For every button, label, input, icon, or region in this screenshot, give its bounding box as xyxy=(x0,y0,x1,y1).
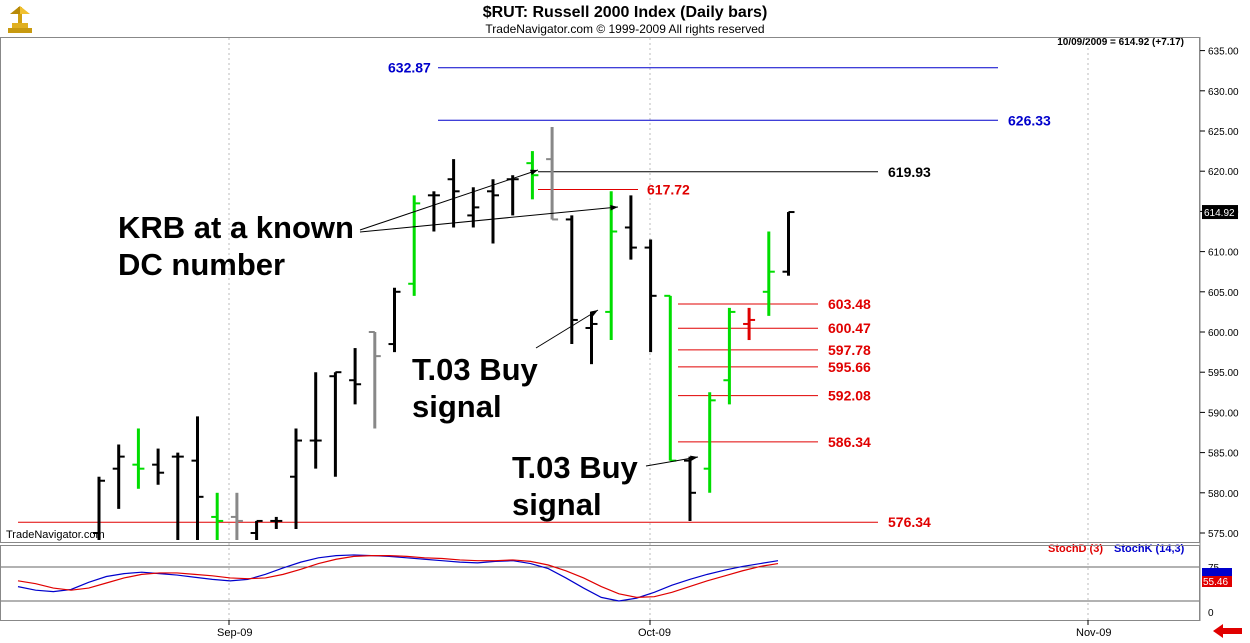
stochd-value-tag xyxy=(1202,576,1232,587)
y-tick-label: 590.00 xyxy=(1208,408,1239,419)
scroll-left-arrow-icon[interactable] xyxy=(1213,624,1243,643)
ohlc-bar xyxy=(329,371,342,477)
ohlc-bar xyxy=(93,476,105,540)
osc-tick-label: 0 xyxy=(1208,608,1214,619)
annotation-arrow xyxy=(535,309,599,349)
ohlc-bar xyxy=(132,428,145,489)
annotation-text: signal xyxy=(412,389,502,424)
ohlc-bar xyxy=(526,151,539,200)
ohlc-bar xyxy=(270,516,283,529)
level-label: 617.72 xyxy=(647,182,690,198)
last-quote: 10/09/2009 = 614.92 (+7.17) xyxy=(1057,37,1184,48)
ohlc-bar xyxy=(585,311,598,365)
trade-navigator-logo xyxy=(4,4,36,34)
ohlc-bar xyxy=(152,448,165,485)
ohlc-bar xyxy=(605,191,618,341)
ohlc-bar xyxy=(349,348,362,405)
ohlc-bar xyxy=(388,287,401,353)
y-tick-label: 600.00 xyxy=(1208,328,1239,339)
y-tick-label: 575.00 xyxy=(1208,529,1239,540)
stochk-line xyxy=(17,554,779,602)
ohlc-bar xyxy=(447,159,460,228)
level-label: 600.47 xyxy=(828,320,871,336)
level-label: 619.93 xyxy=(888,164,931,180)
ohlc-bar xyxy=(112,444,125,509)
level-label: 586.34 xyxy=(828,434,871,450)
level-label: 592.08 xyxy=(828,388,871,404)
annotation-arrow xyxy=(359,169,539,231)
level-label: 603.48 xyxy=(828,296,871,312)
x-tick-label: Nov-09 xyxy=(1076,627,1111,639)
oscillator-pane xyxy=(0,545,1200,621)
ohlc-bar xyxy=(171,452,184,540)
ohlc-bar xyxy=(250,519,263,540)
stochd-line xyxy=(17,555,779,599)
annotation-text: T.03 Buy xyxy=(512,450,639,485)
level-label: 597.78 xyxy=(828,342,871,358)
ohlc-bar xyxy=(644,239,657,353)
ohlc-bar xyxy=(309,372,322,469)
x-tick-label: Sep-09 xyxy=(217,627,252,639)
arrow-head xyxy=(530,169,538,175)
ohlc-bar xyxy=(290,428,302,529)
ohlc-bar xyxy=(565,215,578,345)
chart-title: $RUT: Russell 2000 Index (Daily bars) xyxy=(482,4,768,21)
annotation-text: T.03 Buy xyxy=(412,352,539,387)
ohlc-bar xyxy=(487,179,499,244)
last-price-label: 614.92 xyxy=(1204,208,1235,219)
ohlc-bar xyxy=(684,456,696,521)
y-tick-label: 635.00 xyxy=(1208,47,1239,58)
annotation-arrow xyxy=(359,206,619,233)
ohlc-bar xyxy=(703,392,716,493)
y-tick-label: 605.00 xyxy=(1208,288,1239,299)
ohlc-bar xyxy=(743,307,756,341)
chart-subtitle: TradeNavigator.com © 1999-2009 All right… xyxy=(485,22,765,36)
watermark: TradeNavigator.com xyxy=(6,529,105,541)
arrow-head xyxy=(610,204,618,211)
stochk-value-tag xyxy=(1202,568,1232,577)
ohlc-bar xyxy=(624,195,637,260)
level-label: 595.66 xyxy=(828,359,871,375)
ohlc-bar xyxy=(211,492,224,540)
annotation-text: signal xyxy=(512,487,602,522)
y-tick-label: 625.00 xyxy=(1208,127,1239,138)
ohlc-bar xyxy=(762,231,775,316)
x-tick-label: Oct-09 xyxy=(638,627,671,639)
arrow-head xyxy=(690,455,698,461)
ohlc-bar xyxy=(546,126,559,221)
y-tick-label: 595.00 xyxy=(1208,368,1239,379)
ohlc-bar xyxy=(368,331,381,429)
ohlc-bar xyxy=(506,175,519,216)
y-tick-label: 585.00 xyxy=(1208,449,1239,460)
y-tick-label: 610.00 xyxy=(1208,248,1239,259)
level-label: 626.33 xyxy=(1008,112,1051,128)
ohlc-bar xyxy=(191,416,204,540)
y-tick-label: 630.00 xyxy=(1208,87,1239,98)
annotation-text: KRB at a known xyxy=(118,210,354,245)
annotation-text: DC number xyxy=(118,247,285,282)
stochd-value-label: 55.46 xyxy=(1203,577,1228,588)
ohlc-bar xyxy=(723,307,736,405)
arrow-head xyxy=(590,310,598,317)
ohlc-bar xyxy=(230,492,243,540)
level-label: 576.34 xyxy=(888,514,931,530)
y-tick-label: 620.00 xyxy=(1208,167,1239,178)
y-tick-label: 580.00 xyxy=(1208,489,1239,500)
annotation-arrow xyxy=(645,456,699,467)
ohlc-bar xyxy=(782,211,795,276)
level-label: 632.87 xyxy=(388,60,431,76)
ohlc-bar xyxy=(664,294,677,462)
last-price-tag xyxy=(1202,205,1238,220)
